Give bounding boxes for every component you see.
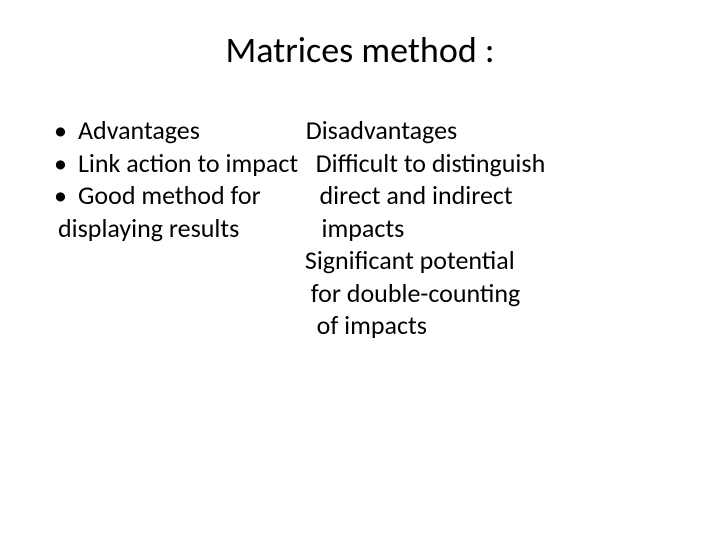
line-text: Good method for direct and indirect: [78, 179, 513, 212]
bullet-line: •Link action to impact Difficult to dist…: [50, 147, 670, 180]
slide-title: Matrices method :: [50, 28, 670, 72]
continuation-line: Significant potential: [50, 244, 670, 277]
bullet-marker: •: [50, 179, 78, 212]
line-text: Link action to impact Difficult to disti…: [78, 147, 545, 180]
slide-body: •Advantages Disadvantages•Link action to…: [50, 114, 670, 342]
continuation-line: for double-counting: [50, 277, 670, 310]
bullet-marker: •: [50, 114, 78, 147]
slide-container: Matrices method : •Advantages Disadvanta…: [0, 0, 720, 540]
continuation-line: of impacts: [50, 309, 670, 342]
bullet-line: •Advantages Disadvantages: [50, 114, 670, 147]
line-text: Advantages Disadvantages: [78, 114, 457, 147]
bullet-marker: •: [50, 147, 78, 180]
continuation-line: displaying results impacts: [50, 212, 670, 245]
bullet-line: •Good method for direct and indirect: [50, 179, 670, 212]
